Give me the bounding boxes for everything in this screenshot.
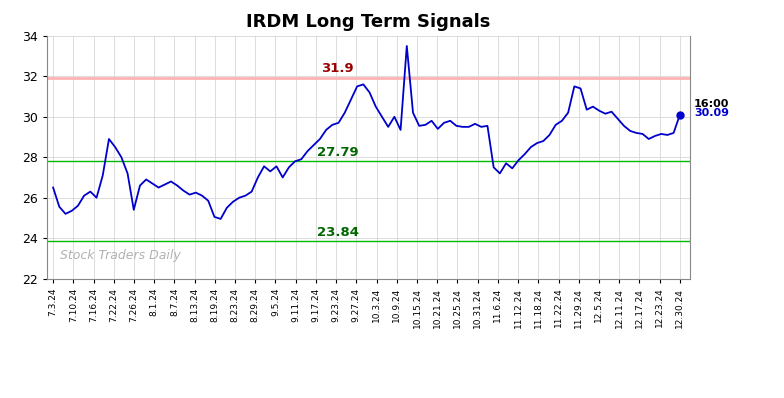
Text: 31.9: 31.9 [321, 62, 354, 75]
Text: 16:00: 16:00 [694, 99, 729, 109]
Text: 23.84: 23.84 [317, 226, 359, 239]
Text: 30.09: 30.09 [694, 108, 729, 118]
Text: 27.79: 27.79 [317, 146, 358, 160]
Title: IRDM Long Term Signals: IRDM Long Term Signals [246, 14, 491, 31]
Text: Stock Traders Daily: Stock Traders Daily [60, 249, 180, 261]
